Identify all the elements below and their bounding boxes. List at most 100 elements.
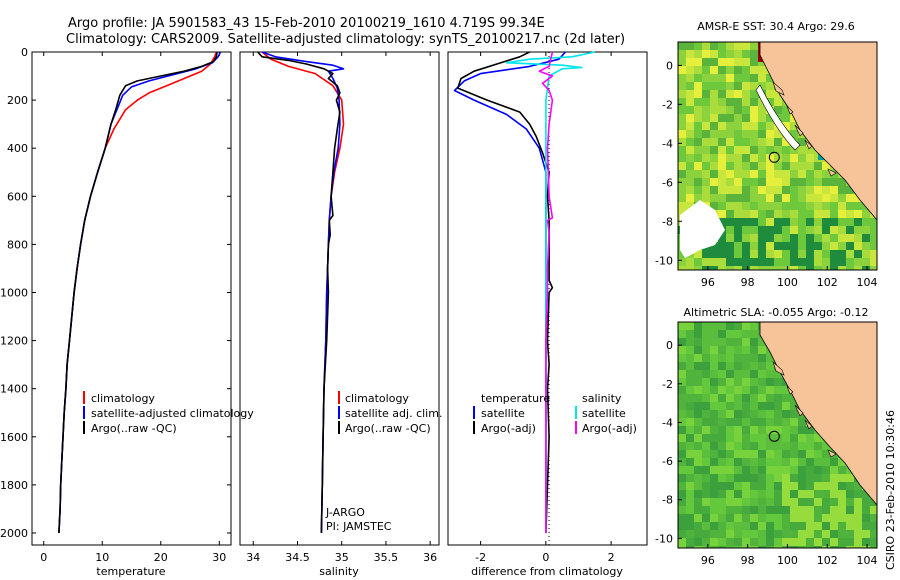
temperature-lines xyxy=(58,51,222,534)
map-cell xyxy=(870,546,877,548)
map-cell xyxy=(750,242,758,250)
map-cell xyxy=(702,394,710,402)
map-cell xyxy=(702,482,710,490)
map-cell xyxy=(678,402,686,410)
map-cell xyxy=(766,138,774,146)
map-cell xyxy=(782,234,790,242)
map-cell xyxy=(798,426,806,434)
map-cell xyxy=(838,522,846,530)
map-cell xyxy=(678,50,686,58)
map-cell xyxy=(694,418,702,426)
map-cell xyxy=(686,154,694,162)
map-cell xyxy=(806,458,814,466)
map-cell xyxy=(694,162,702,170)
map-cell xyxy=(710,354,718,362)
map-cell xyxy=(734,418,742,426)
map-cell xyxy=(702,434,710,442)
map-cell xyxy=(862,250,870,258)
map-cell xyxy=(758,266,766,270)
map-cell xyxy=(678,114,686,122)
salinity-legend: climatology satellite adj. clim. Argo(..… xyxy=(338,391,442,435)
map-cell xyxy=(766,410,774,418)
map-cell xyxy=(822,442,830,450)
map-cell xyxy=(702,330,710,338)
map-cell xyxy=(734,162,742,170)
map-cell xyxy=(782,186,790,194)
map-cell xyxy=(822,538,830,546)
map-cell xyxy=(822,458,830,466)
map-cell xyxy=(814,474,822,482)
map-cell xyxy=(686,186,694,194)
map-cell xyxy=(830,258,838,266)
map-cell xyxy=(758,538,766,546)
map-cell xyxy=(742,538,750,546)
map-cell xyxy=(710,346,718,354)
map-cell xyxy=(734,226,742,234)
map-cell xyxy=(758,82,766,90)
map-cell xyxy=(838,514,846,522)
map-cell xyxy=(734,490,742,498)
map-cell xyxy=(806,530,814,538)
map-cell xyxy=(774,258,782,266)
map-cell xyxy=(846,266,854,270)
map-cell xyxy=(822,202,830,210)
map-cell xyxy=(694,338,702,346)
map-cell xyxy=(782,506,790,514)
map-cell xyxy=(790,522,798,530)
map-cell xyxy=(718,490,726,498)
map-cell xyxy=(830,530,838,538)
map-cell xyxy=(718,218,726,226)
map-cell xyxy=(726,210,734,218)
map-cell xyxy=(702,170,710,178)
map-cell xyxy=(734,186,742,194)
map-cell xyxy=(806,210,814,218)
map-cell xyxy=(814,242,822,250)
map-cell xyxy=(798,538,806,546)
map-cell xyxy=(726,66,734,74)
map-cell xyxy=(750,394,758,402)
map-cell xyxy=(718,458,726,466)
map-cell xyxy=(822,530,830,538)
map-cell xyxy=(766,170,774,178)
map-cell xyxy=(718,82,726,90)
map-cell xyxy=(678,186,686,194)
map-cell xyxy=(862,210,870,218)
map-cell xyxy=(774,202,782,210)
map-cell xyxy=(710,442,718,450)
map-cell xyxy=(694,490,702,498)
legend-label-sal-satellite: satellite xyxy=(582,407,626,420)
map-cell xyxy=(798,498,806,506)
map-cell xyxy=(790,202,798,210)
map-cell xyxy=(686,522,694,530)
map-cell xyxy=(734,394,742,402)
map-cell xyxy=(734,330,742,338)
map-cell xyxy=(870,498,877,506)
difference-lines xyxy=(453,51,595,534)
x-tick-label: 0 xyxy=(542,551,549,564)
map-cell xyxy=(742,466,750,474)
map-cell xyxy=(790,154,798,162)
map-cell xyxy=(814,202,822,210)
map-cell xyxy=(742,490,750,498)
map-cell xyxy=(758,466,766,474)
map-cell xyxy=(782,122,790,130)
map-cell xyxy=(798,458,806,466)
map-cell xyxy=(734,82,742,90)
map-cell xyxy=(726,434,734,442)
map-cell xyxy=(822,178,830,186)
map-cell xyxy=(790,442,798,450)
map-cell xyxy=(750,522,758,530)
legend-label-argo: Argo(..raw -QC) xyxy=(345,422,431,435)
map-cell xyxy=(822,266,830,270)
map-cell xyxy=(678,66,686,74)
map-cell xyxy=(710,378,718,386)
map-cell xyxy=(758,138,766,146)
map-cell xyxy=(702,106,710,114)
map-cell xyxy=(814,498,822,506)
map-cell xyxy=(742,514,750,522)
map-cell xyxy=(710,386,718,394)
map-cell xyxy=(734,378,742,386)
map-cell xyxy=(718,394,726,402)
map-cell xyxy=(798,146,806,154)
map-cell xyxy=(702,58,710,66)
